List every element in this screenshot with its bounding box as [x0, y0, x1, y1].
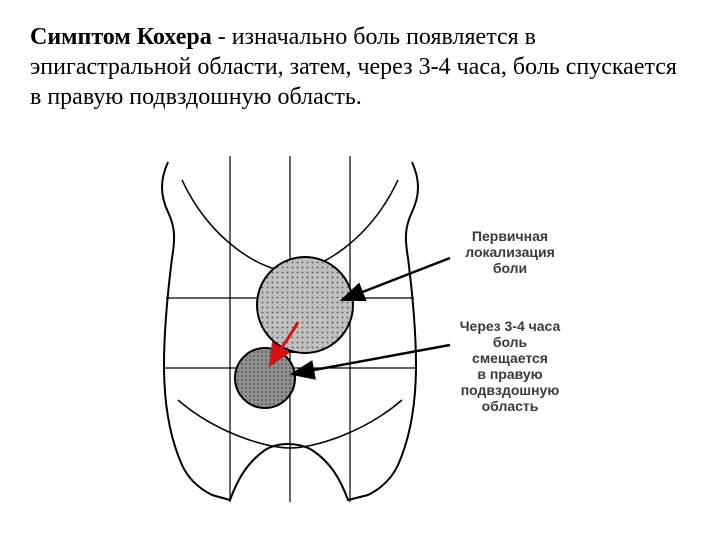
pointer-primary — [342, 258, 450, 300]
annotation-primary-l1: Первичная — [472, 228, 548, 244]
annotation-secondary-l2: боль — [493, 334, 527, 350]
annotation-secondary-l5: подвздошную — [461, 382, 560, 398]
pain-primary-circle — [257, 257, 353, 353]
annotation-secondary-l6: область — [482, 398, 539, 414]
annotation-secondary-l3: смещается — [472, 350, 548, 366]
anatomy-diagram: Первичная локализация боли Через 3-4 час… — [120, 150, 620, 510]
description-text: Симптом Кохера - изначально боль появляе… — [30, 22, 680, 112]
annotation-primary-l2: локализация — [465, 244, 555, 260]
pain-secondary-circle — [235, 348, 295, 408]
annotation-primary-l3: боли — [493, 260, 527, 276]
annotation-secondary: Через 3-4 часа боль смещается в правую п… — [440, 318, 580, 415]
annotation-secondary-l4: в правую — [477, 366, 542, 382]
annotation-primary: Первичная локализация боли — [440, 228, 580, 276]
annotation-secondary-l1: Через 3-4 часа — [460, 318, 561, 334]
title-bold: Симптом Кохера — [30, 24, 212, 50]
